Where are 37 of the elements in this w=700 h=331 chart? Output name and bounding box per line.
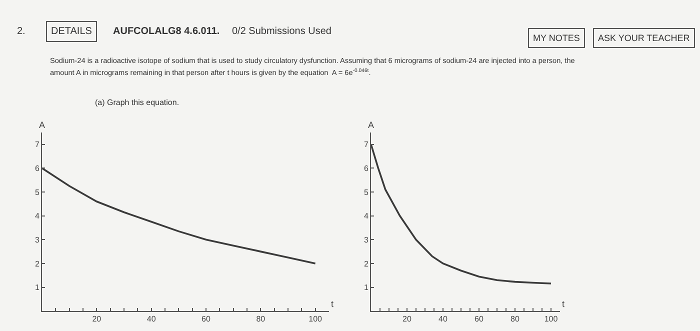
y-tick-label: 6	[364, 164, 369, 173]
y-tick-label: 4	[364, 212, 369, 221]
x-tick-label: 100	[308, 314, 323, 324]
x-tick-label: 60	[474, 314, 484, 324]
y-tick-label: 4	[34, 212, 40, 221]
text: MY NOTES	[533, 33, 580, 43]
y-tick-label: 5	[34, 188, 40, 197]
y-tick-label: 3	[34, 235, 40, 244]
y-tick-label: 1	[34, 283, 40, 292]
y-tick-label: 3	[364, 235, 369, 244]
text: DETAILS	[51, 26, 92, 37]
x-tick-label: 40	[438, 314, 448, 324]
text: (a) Graph this equation.	[95, 98, 180, 107]
y-axis-title: A	[39, 120, 46, 130]
text: 0/2 Submissions Used	[232, 26, 332, 37]
text: AUFCOLALG8 4.6.011.	[113, 26, 220, 37]
x-tick-label: 20	[92, 314, 102, 324]
text: ASK YOUR TEACHER	[598, 33, 690, 43]
x-tick-label: 60	[202, 314, 211, 324]
x-tick-label: 80	[510, 314, 520, 324]
x-tick-label: 80	[256, 314, 266, 324]
y-axis-title: A	[368, 120, 374, 130]
y-tick-label: 7	[34, 140, 40, 150]
y-tick-label: 2	[34, 259, 40, 268]
text: 2.	[17, 26, 26, 37]
x-tick-label: 20	[402, 314, 412, 324]
x-axis-title: t	[562, 299, 565, 309]
x-tick-label: 100	[544, 314, 558, 324]
line-series	[42, 167, 316, 264]
x-axis-title: t	[331, 299, 334, 309]
y-tick-label: 1	[364, 283, 369, 292]
x-tick-label: 40	[146, 314, 156, 324]
y-tick-label: 2	[364, 259, 369, 268]
y-tick-label: 5	[364, 188, 369, 197]
line-series	[371, 143, 552, 284]
y-tick-label: 6	[34, 164, 40, 173]
y-tick-label: 7	[364, 140, 369, 150]
